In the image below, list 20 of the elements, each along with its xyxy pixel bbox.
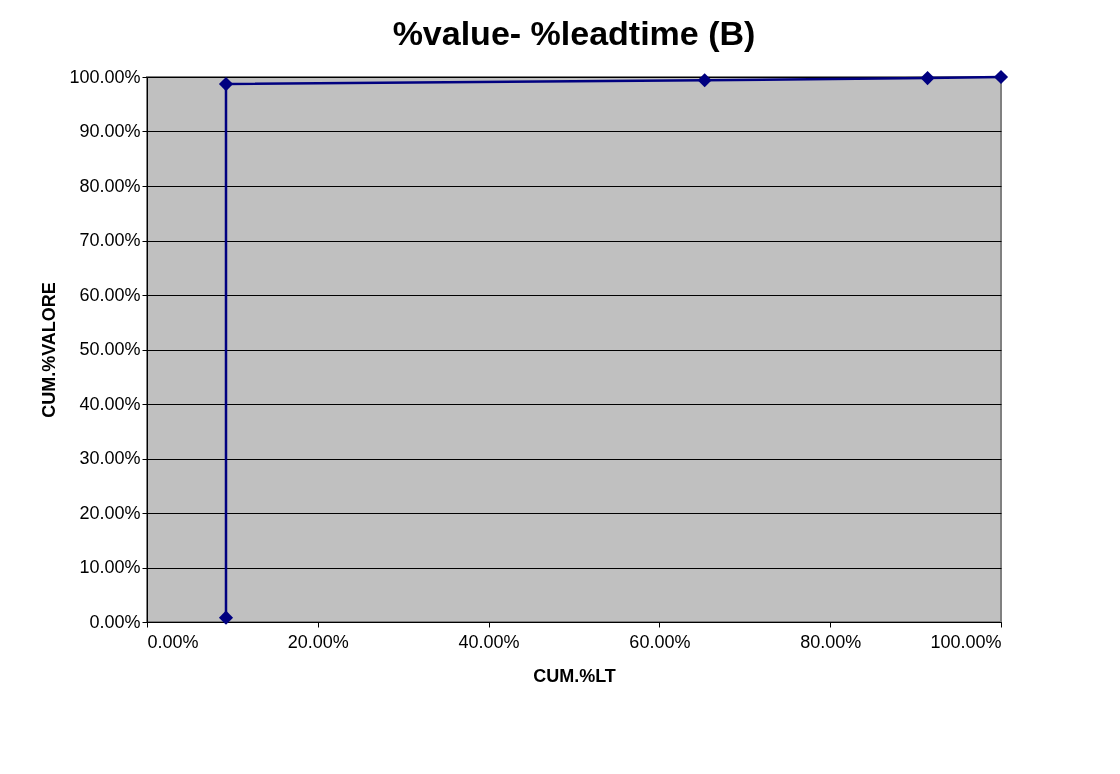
y-tick-label: 70.00% [79, 230, 141, 250]
y-tick-label: 60.00% [79, 284, 141, 305]
y-tick-label: 30.00% [79, 448, 141, 468]
y-tick-label: 90.00% [79, 121, 141, 141]
y-tick-label: 0.00% [89, 611, 141, 632]
x-tick-label: 100.00% [930, 631, 1002, 652]
x-tick-label: 40.00% [458, 631, 520, 652]
y-tick-label: 40.00% [79, 393, 141, 414]
x-tick-label: 80.00% [800, 631, 862, 652]
y-tick-label: 100.00% [69, 66, 141, 87]
y-tick-label: 80.00% [79, 175, 141, 196]
x-tick-label: 0.00% [147, 631, 199, 652]
y-axis-title: CUM.%VALORE [39, 282, 60, 418]
x-tick-label: 60.00% [629, 631, 691, 652]
x-tick-label: 20.00% [287, 631, 349, 652]
y-tick-label: 50.00% [79, 339, 141, 359]
y-tick-label: 10.00% [79, 557, 141, 577]
x-axis-title: CUM.%LT [533, 665, 616, 686]
y-tick-label: 20.00% [79, 502, 141, 523]
chart-title: %value- %leadtime (B) [392, 14, 756, 52]
